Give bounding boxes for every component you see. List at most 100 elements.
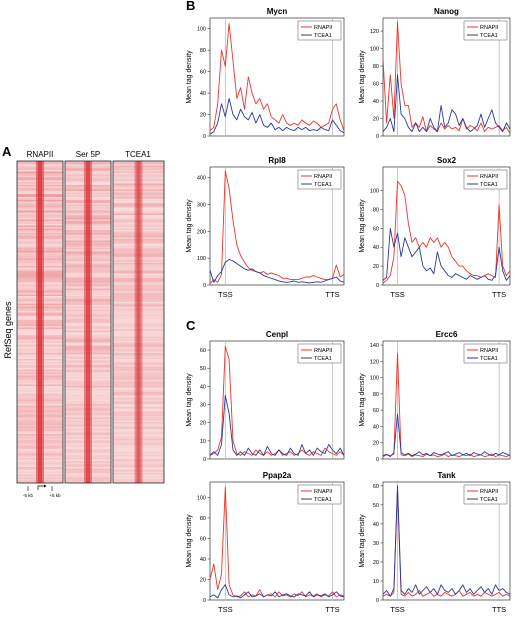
heatmap-row: [113, 305, 164, 307]
heatmap-row: [113, 413, 164, 415]
series-line-tcea1: [209, 584, 345, 599]
heatmap-row: [113, 191, 164, 193]
y-tick-label: 20: [373, 264, 379, 270]
panel-label-b: B: [186, 0, 195, 13]
heatmap-row: [113, 408, 164, 410]
heatmap-tss-band: [134, 161, 143, 483]
heatmap-row: [113, 401, 164, 403]
heatmap-row: [113, 458, 164, 460]
legend-label: TCEA1: [480, 182, 498, 188]
legend-label: RNAPII: [314, 174, 333, 180]
heatmap-row: [113, 204, 164, 206]
y-tick-label: 40: [373, 99, 379, 105]
heatmap-frame: [16, 160, 64, 484]
legend: RNAPII TCEA1: [297, 169, 342, 190]
heatmap-row: [113, 354, 164, 356]
heatmap-row: [113, 230, 164, 232]
heatmap-row: [113, 411, 164, 413]
heatmap-row: [113, 314, 164, 316]
heatmap-scale: -5 kb +5 kb: [23, 484, 61, 498]
legend: RNAPII TCEA1: [463, 20, 508, 41]
y-tick-label: 20: [373, 117, 379, 123]
heatmap-row: [113, 161, 164, 163]
y-tick-label: 200: [197, 229, 206, 235]
heatmap-row: [113, 171, 164, 173]
heatmap-row: [113, 213, 164, 215]
y-tick-label: 20: [200, 421, 206, 427]
series-line-rnapii: [382, 21, 511, 134]
heatmap-row: [113, 203, 164, 205]
heatmap-row: [113, 479, 164, 481]
legend: RNAPII TCEA1: [297, 20, 342, 41]
y-tick-label: 100: [370, 47, 379, 53]
y-tick-label: 80: [373, 392, 379, 398]
heatmap-row: [113, 303, 164, 305]
heatmap-row: [113, 194, 164, 196]
series-line-rnapii: [209, 22, 345, 131]
heatmap-row: [113, 257, 164, 259]
heatmap-row: [113, 449, 164, 451]
heatmap-row: [113, 441, 164, 443]
heatmap-row: [113, 446, 164, 448]
heatmap-row: [113, 266, 164, 268]
heatmap-row: [113, 378, 164, 380]
heatmap-row: [113, 174, 164, 176]
legend-label: TCEA1: [480, 33, 498, 39]
heatmap-row: [113, 218, 164, 220]
y-tick-label: 0: [203, 134, 206, 140]
legend-label: TCEA1: [314, 33, 332, 39]
chart-ercc6: Ercc6 Mean tag density 0 20 40 60 80 100 120 140 R…: [359, 330, 511, 463]
heatmap-column-ser5p: [64, 160, 112, 484]
heatmap-row: [113, 380, 164, 382]
heatmap-row: [113, 302, 164, 304]
heatmap-row: [113, 287, 164, 289]
heatmap-row: [113, 444, 164, 446]
y-tick-label: 80: [200, 48, 206, 54]
heatmap-row: [113, 240, 164, 242]
y-axis-label: Mean tag density: [186, 50, 193, 104]
y-tick-label: 0: [376, 598, 379, 604]
legend-label: TCEA1: [480, 497, 498, 503]
heatmap-tss-core: [38, 161, 42, 483]
heatmap-row: [113, 312, 164, 314]
heatmap-row: [113, 459, 164, 461]
legend: RNAPII TCEA1: [297, 343, 342, 364]
heatmap-row: [113, 326, 164, 328]
panel-label-a: A: [2, 144, 12, 159]
heatmap-row: [113, 410, 164, 412]
heatmap-row: [113, 297, 164, 299]
heatmap-row: [113, 318, 164, 320]
heatmap-row: [113, 224, 164, 226]
y-tick-label: 140: [370, 343, 379, 349]
heatmap-row: [113, 455, 164, 457]
x-tick-label-tss: TSS: [390, 605, 405, 614]
legend: RNAPII TCEA1: [463, 169, 508, 190]
heatmap-row: [113, 332, 164, 334]
heatmap-row: [113, 350, 164, 352]
heatmap-row: [113, 272, 164, 274]
legend-label: RNAPII: [314, 489, 333, 495]
heatmap-row: [113, 333, 164, 335]
heatmap-row: [113, 465, 164, 467]
y-tick-label: 10: [200, 439, 206, 445]
heatmap-row: [113, 180, 164, 182]
y-axis-label: Mean tag density: [186, 514, 193, 568]
chart-title: Cenpl: [266, 330, 288, 339]
heatmap-row: [113, 246, 164, 248]
legend: RNAPII TCEA1: [463, 343, 508, 364]
heatmap-row: [113, 299, 164, 301]
heatmap-column-rnapii: [16, 160, 64, 484]
heatmap-row: [113, 386, 164, 388]
heatmap-row: [113, 206, 164, 208]
heatmap-row: [113, 432, 164, 434]
series-line-rnapii: [209, 345, 345, 456]
heatmap-row: [113, 285, 164, 287]
y-tick-label: 60: [373, 226, 379, 232]
heatmap-row: [113, 345, 164, 347]
chart-title: Tank: [437, 471, 456, 480]
heatmap-row: [113, 339, 164, 341]
chart-title: Sox2: [437, 156, 457, 165]
heatmap-row: [113, 269, 164, 271]
chart-nanog: Nanog Mean tag density 0 20 40 60 80 100 120 RNAP…: [359, 7, 511, 140]
heatmap-row: [113, 357, 164, 359]
